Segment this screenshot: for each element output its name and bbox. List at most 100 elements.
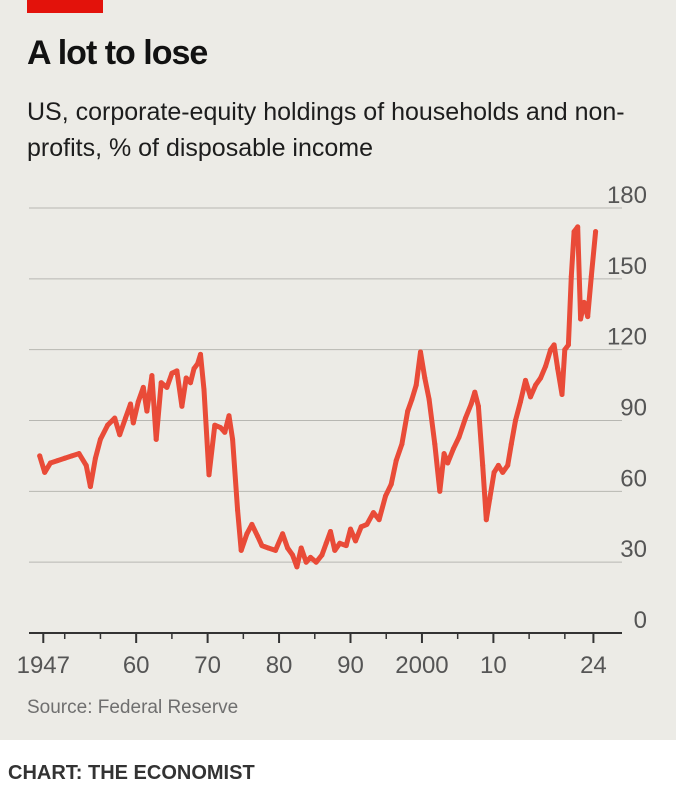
data-point <box>513 418 518 423</box>
data-point <box>538 375 544 381</box>
data-point <box>551 342 557 348</box>
data-point <box>518 399 523 405</box>
data-point <box>568 274 574 279</box>
data-point <box>376 517 382 523</box>
data-point <box>42 469 48 475</box>
y-tick-label-30: 30 <box>620 536 647 563</box>
data-point <box>332 547 338 553</box>
data-point <box>144 408 150 414</box>
data-point <box>463 415 468 421</box>
data-point <box>140 384 146 390</box>
data-point <box>456 434 462 440</box>
data-point <box>491 469 497 475</box>
data-point <box>308 554 313 560</box>
x-tick-label-1947: 1947 <box>17 652 70 679</box>
data-point <box>426 396 432 402</box>
data-point <box>135 399 141 405</box>
data-point <box>383 493 388 499</box>
chart-title: A lot to lose <box>27 34 208 72</box>
source-note: Source: Federal Reserve <box>27 697 239 718</box>
data-point <box>337 540 343 546</box>
data-point <box>508 441 514 447</box>
data-point <box>212 422 218 428</box>
data-point <box>222 429 228 435</box>
data-point <box>255 533 261 539</box>
data-point <box>483 517 489 523</box>
data-point <box>123 415 128 421</box>
data-point <box>313 559 319 565</box>
data-point <box>249 521 255 527</box>
data-point <box>235 507 241 513</box>
chart-card: A lot to lose US, corporate-equity holdi… <box>0 0 676 740</box>
data-point <box>290 552 296 558</box>
data-point <box>97 436 103 442</box>
data-point <box>149 373 155 379</box>
data-point <box>130 420 136 426</box>
data-point <box>475 403 481 409</box>
data-point <box>201 387 207 393</box>
data-point <box>195 361 201 367</box>
x-tick-label-1980: 80 <box>266 652 293 679</box>
x-tick-label-2000: 2000 <box>395 652 448 679</box>
data-point <box>191 366 197 372</box>
data-point <box>158 380 164 386</box>
data-point <box>169 370 175 376</box>
data-point <box>445 460 451 466</box>
data-point <box>112 415 118 421</box>
data-point <box>273 547 278 553</box>
data-point <box>285 545 291 551</box>
x-tick-label-1990: 90 <box>337 652 364 679</box>
data-point <box>206 472 212 478</box>
y-axis-tick-labels: 0 30 60 90 120 150 180 <box>607 182 647 634</box>
data-point <box>238 547 244 553</box>
data-point <box>523 377 528 383</box>
data-point <box>495 462 501 468</box>
x-tick-label-1970: 70 <box>194 652 221 679</box>
data-point <box>303 559 309 565</box>
data-point <box>500 469 506 475</box>
data-point <box>571 229 577 235</box>
data-point <box>62 455 68 461</box>
data-point <box>505 462 511 468</box>
y-tick-label-90: 90 <box>620 395 647 422</box>
data-point <box>528 394 533 400</box>
data-point <box>117 432 123 438</box>
data-point <box>55 458 61 464</box>
data-point <box>83 462 89 468</box>
x-tick-label-2010: 10 <box>480 652 507 679</box>
data-point <box>76 451 82 457</box>
data-point <box>105 422 111 428</box>
data-point <box>393 458 399 464</box>
data-point <box>588 274 594 279</box>
data-point <box>472 389 478 395</box>
data-point <box>559 392 565 397</box>
data-point <box>437 488 443 494</box>
data-point <box>370 510 376 516</box>
data-point <box>328 529 333 534</box>
brand-red-tag <box>27 0 103 13</box>
y-tick-label-60: 60 <box>620 465 647 492</box>
x-tick-label-2024: 24 <box>580 652 607 679</box>
data-point <box>47 460 53 466</box>
data-point <box>548 347 554 353</box>
data-point <box>575 224 581 230</box>
data-point <box>280 531 286 537</box>
data-point <box>533 382 539 388</box>
data-point <box>226 413 232 419</box>
data-point <box>348 526 353 532</box>
data-point <box>259 543 265 549</box>
data-point <box>183 375 189 381</box>
data-point <box>388 481 394 487</box>
data-point <box>364 521 370 527</box>
data-point <box>399 441 405 447</box>
data-point <box>480 462 486 468</box>
y-tick-label-180: 180 <box>607 182 647 209</box>
x-tick-label-1960: 60 <box>123 652 150 679</box>
data-point <box>265 545 271 551</box>
data-point <box>487 495 493 501</box>
line-chart: 0 30 60 90 120 150 180 1947 60 70 80 90 2000 10 24 <box>17 182 647 679</box>
data-point <box>353 538 358 544</box>
data-point <box>230 436 236 442</box>
chart-credit: CHART: THE ECONOMIST <box>8 762 255 784</box>
data-point <box>174 368 180 374</box>
